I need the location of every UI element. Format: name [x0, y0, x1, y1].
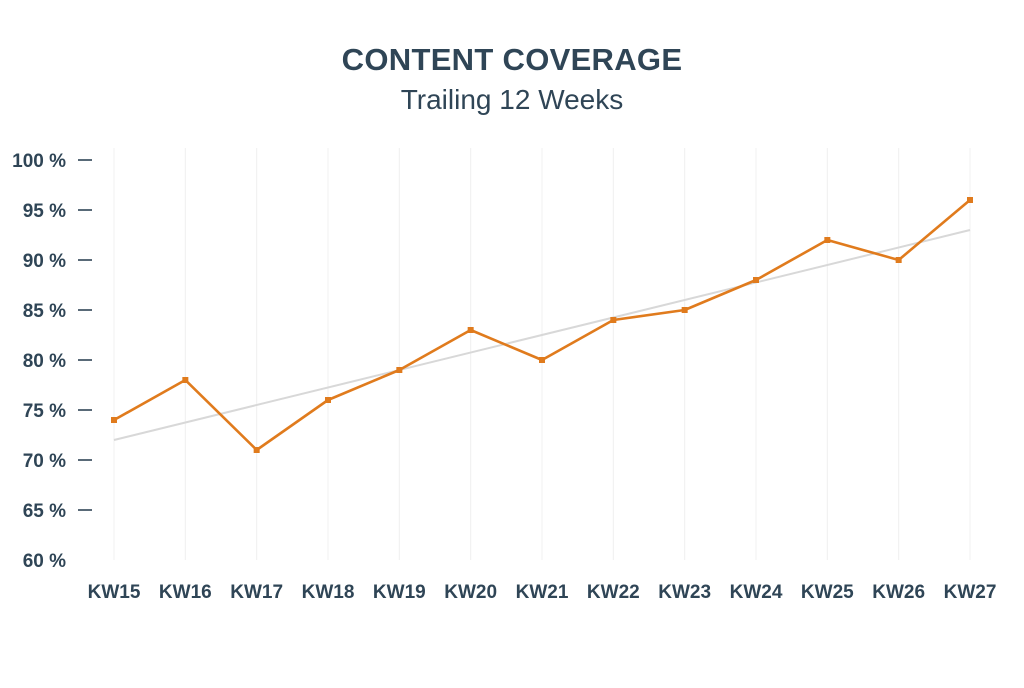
data-point — [182, 377, 189, 383]
data-point — [111, 417, 117, 423]
y-tick-label: 65 % — [23, 501, 66, 522]
trendline — [113, 229, 971, 441]
data-point — [467, 327, 474, 333]
data-point — [895, 257, 902, 263]
x-tick-label: KW19 — [373, 582, 426, 603]
x-tick-label: KW17 — [230, 582, 283, 603]
data-point — [539, 357, 545, 363]
x-tick-label: KW27 — [944, 582, 997, 603]
x-tick-label: KW26 — [872, 582, 925, 603]
x-tick-label: KW22 — [587, 582, 640, 603]
data-point — [681, 307, 688, 313]
y-tick-label: 100 % — [12, 151, 66, 172]
data-point — [396, 367, 403, 373]
series-group — [111, 197, 973, 453]
x-tick-label: KW23 — [658, 582, 711, 603]
data-point — [967, 197, 973, 203]
chart-subtitle: Trailing 12 Weeks — [401, 84, 624, 115]
data-point — [253, 447, 260, 453]
data-point — [824, 237, 831, 243]
x-tick-label: KW21 — [516, 582, 569, 603]
x-tick-label: KW25 — [801, 582, 854, 603]
x-tick-label: KW20 — [444, 582, 497, 603]
y-tick-label: 90 % — [23, 251, 66, 272]
x-axis: KW15 KW16 KW17 KW18 KW19 KW20 KW21 KW22 KW23 KW24… — [88, 582, 997, 603]
trendline-group — [113, 229, 971, 441]
y-axis: 100 % 95 % 90 % 85 % 80 % 75 % 70 % 65 % 60 % — [12, 151, 92, 572]
grid — [113, 148, 971, 560]
x-tick-label: KW18 — [302, 582, 355, 603]
chart-title: CONTENT COVERAGE — [342, 42, 683, 77]
y-tick-label: 80 % — [23, 351, 66, 372]
y-tick-label: 70 % — [23, 451, 66, 472]
y-tick-label: 60 % — [23, 551, 66, 572]
y-tick-label: 75 % — [23, 401, 66, 422]
data-point — [610, 317, 617, 323]
x-tick-label: KW16 — [159, 582, 212, 603]
data-point — [325, 397, 331, 403]
y-tick-label: 85 % — [23, 301, 66, 322]
y-tick-label: 95 % — [23, 201, 66, 222]
x-tick-label: KW15 — [88, 582, 141, 603]
data-point — [753, 277, 759, 283]
x-tick-label: KW24 — [730, 582, 783, 603]
